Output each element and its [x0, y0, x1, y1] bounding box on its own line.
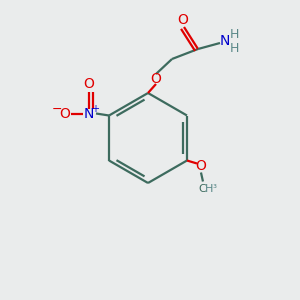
- Text: O: O: [178, 13, 188, 27]
- Text: H: H: [229, 28, 239, 41]
- Text: H: H: [205, 184, 213, 194]
- Text: C: C: [198, 184, 206, 194]
- Text: +: +: [91, 103, 99, 113]
- Text: O: O: [196, 160, 206, 173]
- Text: O: O: [151, 72, 161, 86]
- Text: O: O: [84, 77, 94, 92]
- Text: O: O: [60, 106, 70, 121]
- Text: N: N: [220, 34, 230, 48]
- Text: N: N: [84, 106, 94, 121]
- Text: ₃: ₃: [212, 181, 216, 190]
- Text: −: −: [52, 103, 62, 116]
- Text: H: H: [229, 41, 239, 55]
